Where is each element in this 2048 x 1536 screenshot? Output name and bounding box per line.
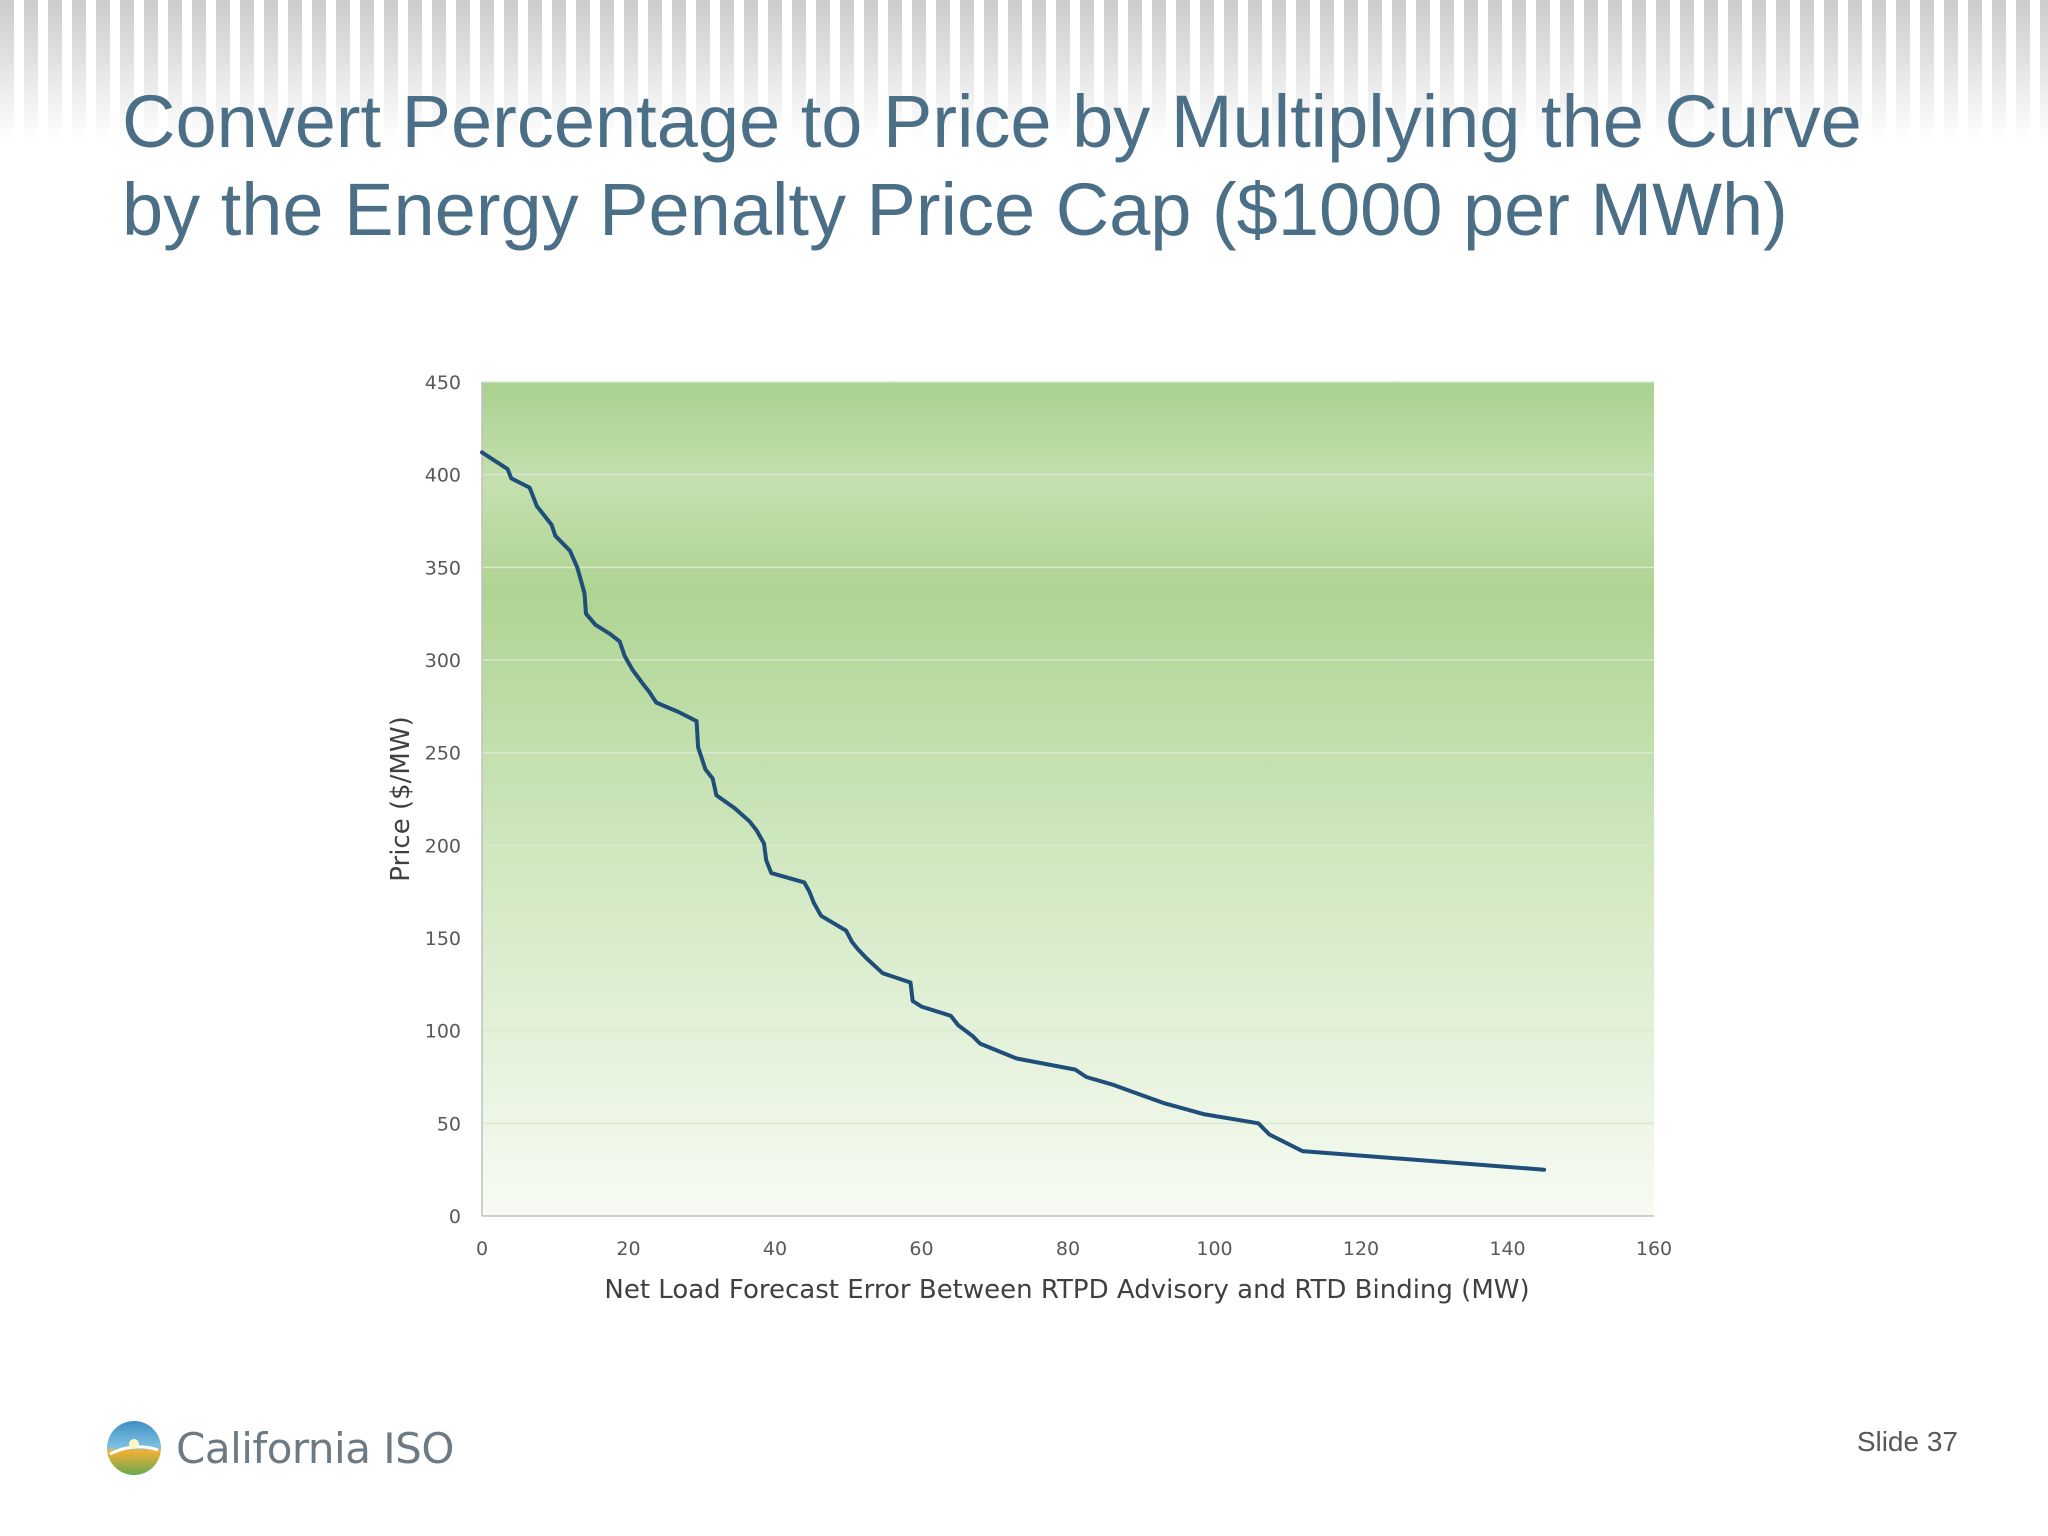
series-line-0 [480, 450, 1547, 1172]
y-tick-label-50: 50 [437, 1113, 461, 1135]
y-tick-label-450: 450 [425, 372, 461, 394]
x-tick-label-40: 40 [763, 1238, 787, 1260]
y-tick-label-0: 0 [449, 1206, 461, 1228]
y-tick-label-350: 350 [425, 557, 461, 579]
gridlines [482, 381, 1654, 1125]
y-axis-title: Price ($/MW) [386, 716, 416, 881]
x-axis-ticks: 0 20 40 60 80 100 120 140 160 [476, 1238, 1672, 1260]
x-tick-label-0: 0 [476, 1238, 488, 1260]
y-tick-label-200: 200 [425, 835, 461, 857]
x-tick-label-140: 140 [1489, 1238, 1525, 1260]
california-iso-sun-logo-icon [107, 1421, 161, 1475]
y-tick-label-250: 250 [425, 743, 461, 765]
x-tick-label-20: 20 [616, 1238, 640, 1260]
series-layer [480, 450, 1547, 1172]
california-iso-logo: California ISO [106, 1418, 454, 1478]
axes [481, 382, 1654, 1217]
slide-title-line-2: by the Energy Penalty Price Cap ($1000 p… [122, 168, 1788, 251]
x-tick-label-60: 60 [909, 1238, 933, 1260]
y-tick-label-150: 150 [425, 928, 461, 950]
slide-number: Slide 37 [1856, 1426, 1958, 1457]
x-tick-label-100: 100 [1196, 1238, 1232, 1260]
x-tick-label-120: 120 [1343, 1238, 1379, 1260]
plot-area [482, 382, 1654, 1216]
x-tick-label-160: 160 [1636, 1238, 1672, 1260]
y-tick-label-300: 300 [425, 650, 461, 672]
x-tick-label-80: 80 [1056, 1238, 1080, 1260]
slide-title: Convert Percentage to Price by Multiplyi… [122, 78, 2002, 254]
y-tick-label-100: 100 [425, 1021, 461, 1043]
y-axis-ticks: 0 50 100 150 200 250 300 350 400 450 [425, 372, 461, 1228]
x-axis-title: Net Load Forecast Error Between RTPD Adv… [604, 1275, 1529, 1305]
slide-title-line-1: Convert Percentage to Price by Multiplyi… [122, 80, 1862, 163]
header-pattern [0, 0, 2048, 140]
logo-text: California ISO [176, 1423, 454, 1473]
y-tick-label-400: 400 [425, 465, 461, 487]
